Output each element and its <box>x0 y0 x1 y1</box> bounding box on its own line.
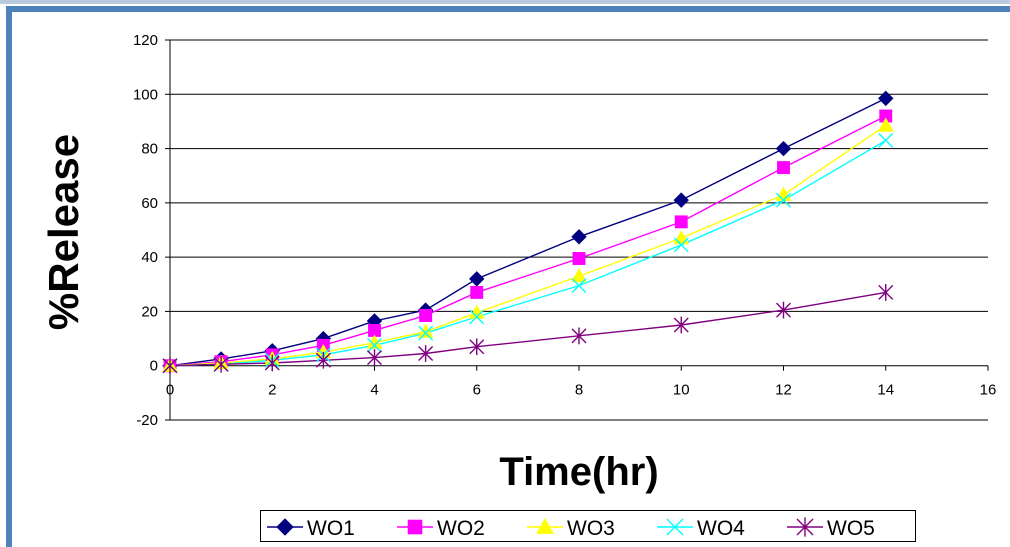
caption-strip <box>0 0 1010 4</box>
data-point-wo2 <box>368 323 381 337</box>
y-tick-label: 100 <box>133 86 158 103</box>
data-point-wo3 <box>468 304 485 319</box>
data-point-wo4 <box>776 192 791 208</box>
gridlines <box>170 39 988 421</box>
data-point-wo3 <box>775 186 792 201</box>
data-point-wo3 <box>571 268 587 283</box>
legend-marker-wo5 <box>796 517 814 537</box>
data-point-wo4 <box>878 132 894 148</box>
frame-border-top <box>6 6 1010 12</box>
data-point-wo2 <box>470 285 484 299</box>
tick-labels: -20 0 20 40 60 80 100 120 0 2 4 6 8 10 12 14 16 <box>133 32 996 429</box>
legend-label-wo3: WO3 <box>567 517 615 540</box>
data-point-wo4 <box>418 325 434 341</box>
y-tick-label: 20 <box>141 303 158 320</box>
data-point-wo5 <box>673 316 689 334</box>
data-point-wo1 <box>775 140 792 157</box>
data-point-wo4 <box>571 278 587 294</box>
x-axis-title: Time(hr) <box>499 450 658 494</box>
data-point-wo5 <box>367 349 382 366</box>
x-tick-label: 2 <box>268 382 276 399</box>
legend: WO1 WO2 WO3 WO4 WO5 <box>260 510 916 542</box>
data-point-wo3 <box>417 323 434 338</box>
x-tick-label: 4 <box>370 382 378 399</box>
data-point-wo4 <box>469 309 485 325</box>
y-tick-label: -20 <box>136 412 158 429</box>
legend-marker-wo3 <box>536 517 554 534</box>
x-tick-label: 12 <box>775 382 792 399</box>
x-tick-label: 10 <box>673 382 690 399</box>
x-tick-label: 14 <box>877 382 894 399</box>
data-point-wo3 <box>673 230 690 245</box>
data-point-wo4 <box>367 337 382 353</box>
data-point-wo1 <box>673 192 689 208</box>
y-tick-label: 0 <box>150 358 158 375</box>
data-point-wo1 <box>469 271 485 287</box>
series-line-wo4 <box>169 139 887 367</box>
data-point-wo5 <box>213 355 229 373</box>
series-line-wo1 <box>169 97 887 367</box>
y-axis-title: %Release <box>40 134 87 330</box>
data-point-wo1 <box>571 229 587 245</box>
legend-label-wo5: WO5 <box>827 517 875 540</box>
data-point-wo5 <box>315 351 331 369</box>
x-tick-label: 16 <box>980 382 997 399</box>
series-line-wo2 <box>169 115 887 367</box>
legend-label-wo4: WO4 <box>697 517 745 540</box>
legend-marker-wo4 <box>666 518 684 536</box>
y-tick-label: 60 <box>141 195 158 212</box>
series-lines <box>169 97 887 367</box>
legend-marker-wo1 <box>276 518 294 536</box>
y-tick-label: 120 <box>133 32 158 49</box>
data-point-wo5 <box>264 354 280 372</box>
data-point-wo2 <box>674 215 688 229</box>
data-point-wo1 <box>878 90 894 107</box>
y-tick-label: 40 <box>141 249 158 266</box>
data-point-wo5 <box>418 345 434 362</box>
axes <box>165 39 989 421</box>
data-point-wo2 <box>419 309 433 322</box>
data-point-wo3 <box>877 117 894 132</box>
data-point-wo5 <box>469 338 485 356</box>
y-tick-label: 80 <box>141 141 158 158</box>
data-point-wo2 <box>572 252 586 265</box>
data-point-wo5 <box>162 357 178 375</box>
legend-label-wo1: WO1 <box>307 517 355 540</box>
x-tick-label: 6 <box>473 382 481 399</box>
legend-label-wo2: WO2 <box>437 517 485 540</box>
x-tick-label: 0 <box>166 382 174 399</box>
data-point-wo5 <box>878 284 894 301</box>
data-point-wo5 <box>776 301 791 319</box>
data-point-wo2 <box>777 161 790 175</box>
x-tick-label: 8 <box>575 382 583 399</box>
data-point-wo4 <box>673 237 689 253</box>
data-point-wo5 <box>571 327 587 345</box>
legend-marker-wo2 <box>407 519 423 535</box>
series-markers <box>162 90 894 375</box>
frame-border-left <box>6 6 12 547</box>
